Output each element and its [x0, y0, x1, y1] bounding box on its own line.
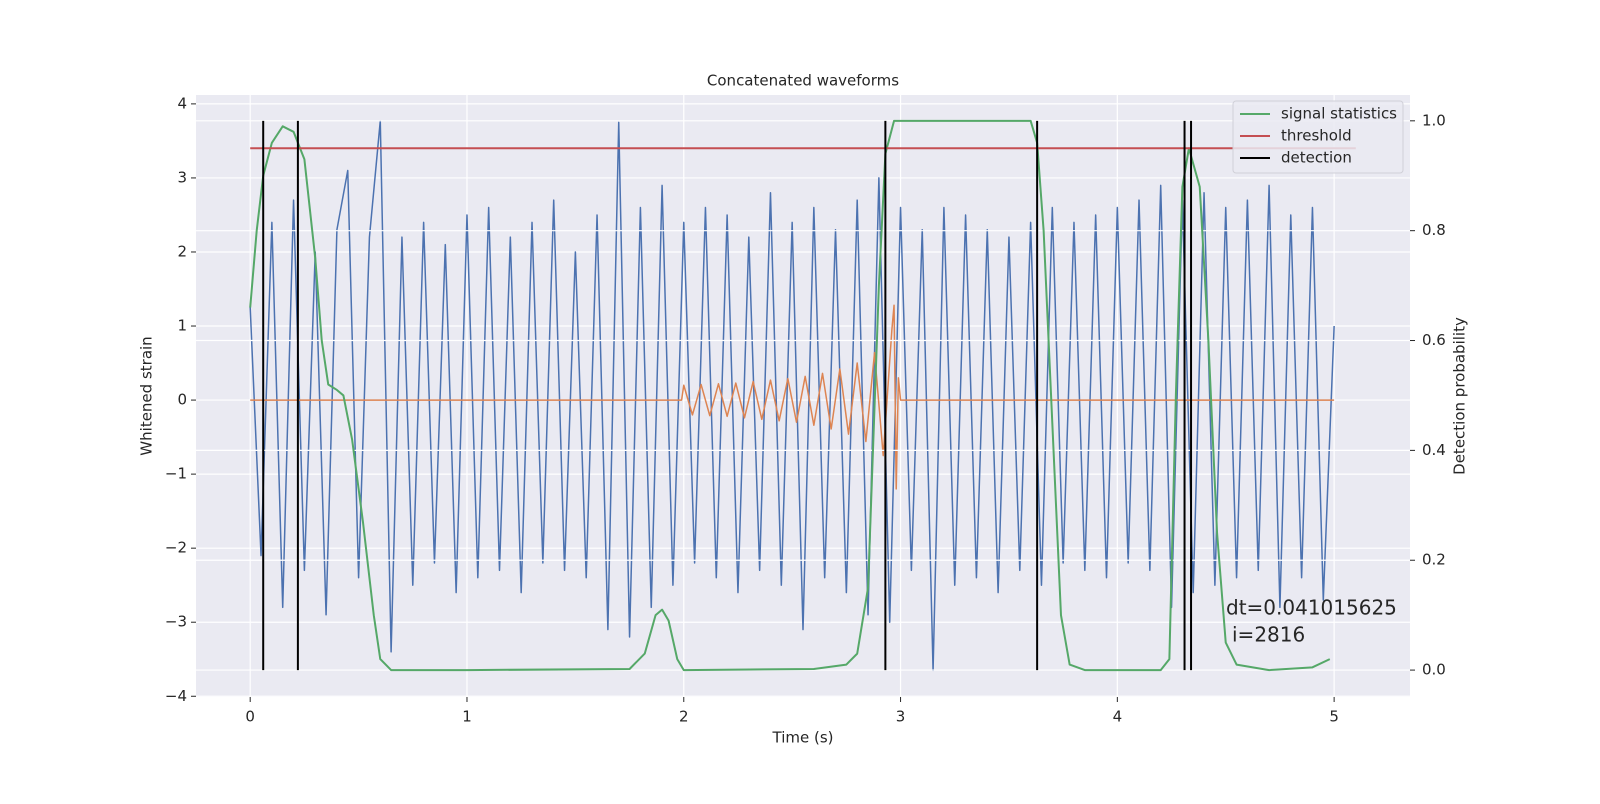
- legend-label: signal statistics: [1281, 105, 1397, 123]
- chart-title: Concatenated waveforms: [707, 72, 899, 90]
- series-line: [249, 120, 1335, 672]
- annotation: dt=0.041015625: [1226, 596, 1397, 620]
- y-tick-label: 3: [177, 168, 187, 186]
- x-tick-label: 3: [896, 708, 906, 726]
- x-axis-label: Time (s): [772, 729, 834, 747]
- legend-box: [1232, 100, 1404, 174]
- y2-tick-label: 0.2: [1422, 551, 1446, 569]
- y-axis-label: Whitened strain: [138, 336, 156, 455]
- x-tick-label: 1: [462, 708, 472, 726]
- x-tick-label: 5: [1329, 708, 1339, 726]
- y2-tick-label: 0.0: [1422, 661, 1446, 679]
- legend-label: threshold: [1281, 127, 1352, 145]
- y2-axis-label: Detection probability: [1451, 317, 1469, 475]
- marks: [249, 120, 1335, 672]
- y-tick-label: 0: [177, 391, 187, 409]
- y-tick-label: 2: [177, 242, 187, 260]
- y-tick-label: −3: [165, 613, 187, 631]
- y-tick-label: 4: [177, 94, 187, 112]
- y2-tick-label: 0.6: [1422, 331, 1446, 349]
- series-line: [249, 119, 1331, 672]
- y-tick-label: −4: [165, 687, 187, 705]
- x-tick-label: 4: [1113, 708, 1123, 726]
- x-tick-label: 0: [245, 708, 255, 726]
- annotation: i=2816: [1232, 623, 1305, 647]
- y-tick-label: 1: [177, 317, 187, 335]
- y2-tick-label: 1.0: [1422, 111, 1446, 129]
- x-tick-label: 2: [679, 708, 689, 726]
- y2-tick-label: 0.4: [1422, 441, 1446, 459]
- y-tick-label: −1: [165, 465, 187, 483]
- series-line: [250, 304, 1335, 490]
- overlay: [196, 119, 1410, 672]
- y-tick-label: −2: [165, 539, 187, 557]
- y2-tick-label: 0.8: [1422, 221, 1446, 239]
- legend-label: detection: [1281, 149, 1352, 167]
